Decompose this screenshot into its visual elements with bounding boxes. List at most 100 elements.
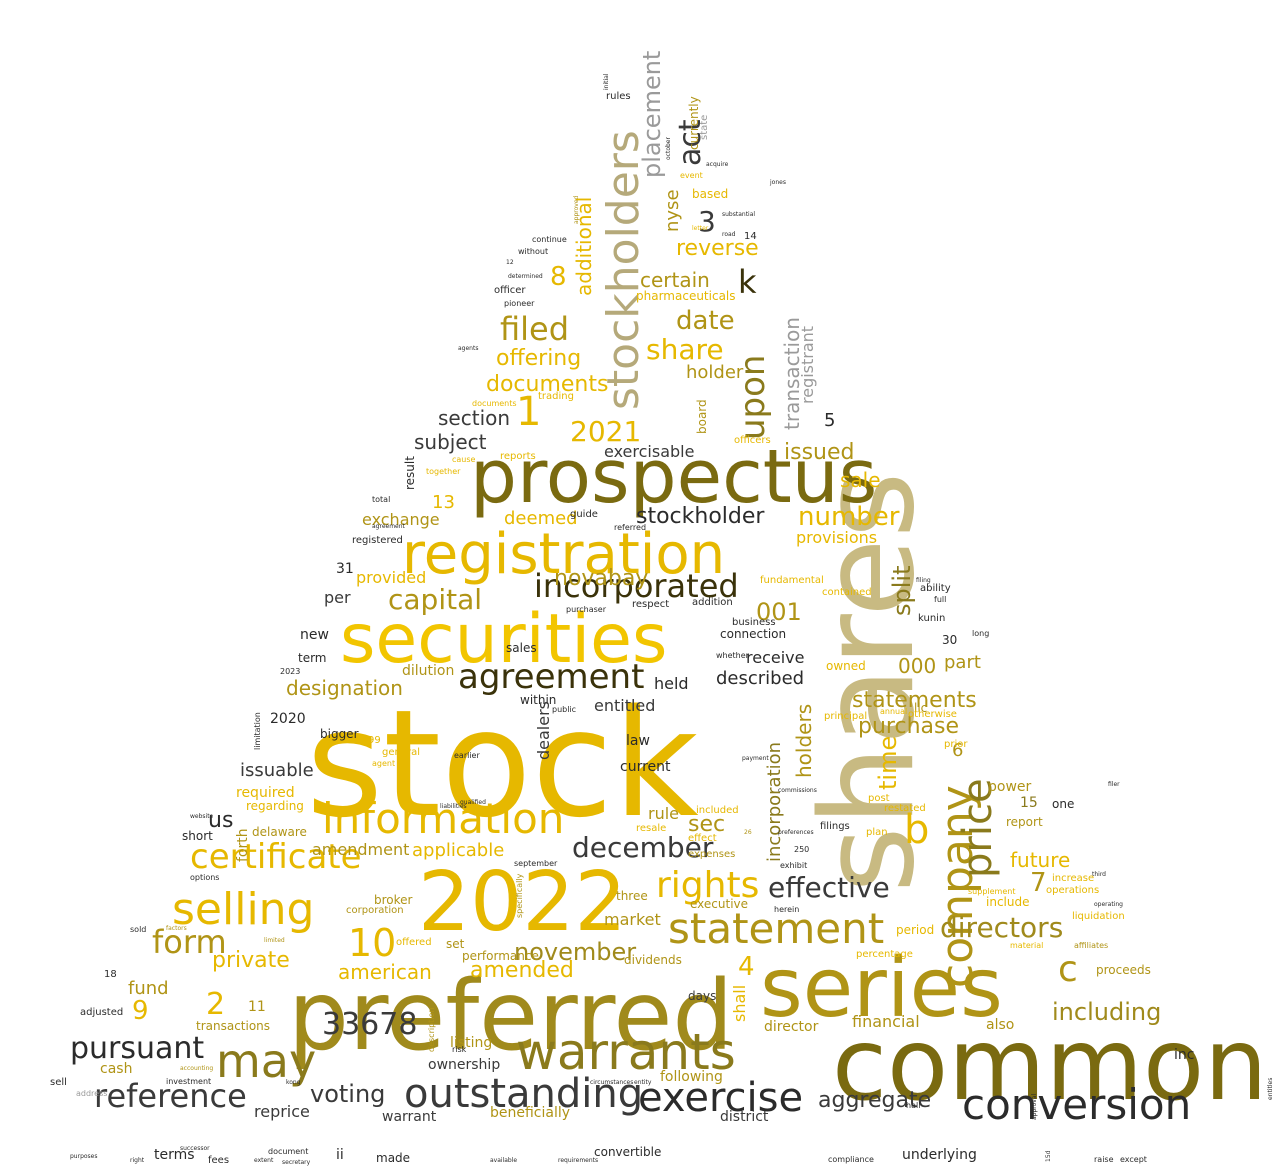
word: public xyxy=(552,705,577,714)
word: llc xyxy=(914,701,928,715)
word: shall xyxy=(730,984,749,1022)
word: split xyxy=(888,565,916,616)
word: investment xyxy=(166,1077,212,1086)
word: 9 xyxy=(132,996,149,1026)
word: ii xyxy=(336,1147,344,1163)
word: guide xyxy=(570,509,598,520)
word: conversion xyxy=(962,1080,1192,1129)
word: including xyxy=(1052,998,1162,1026)
word: following xyxy=(660,1069,723,1085)
word: material xyxy=(1010,941,1044,950)
word: road xyxy=(722,231,736,238)
word: purposes xyxy=(70,1153,98,1160)
word: warrant xyxy=(382,1109,437,1125)
word: time xyxy=(874,735,902,790)
word: kunin xyxy=(918,613,946,624)
word: approved xyxy=(573,195,580,224)
word: determined xyxy=(508,273,543,280)
word: factors xyxy=(166,925,187,932)
word: sec xyxy=(688,812,726,837)
word: law xyxy=(626,733,650,749)
word: 5 xyxy=(824,410,836,431)
word: filer xyxy=(1108,781,1120,788)
word: substantial xyxy=(722,211,756,218)
word: reverse xyxy=(676,236,759,261)
word: also xyxy=(986,1017,1015,1033)
word: performance xyxy=(462,949,539,963)
word: description xyxy=(427,1007,436,1052)
word: 13 xyxy=(432,492,455,513)
word: rule xyxy=(648,804,680,823)
word: outstanding xyxy=(404,1071,644,1117)
word: ability xyxy=(920,583,951,594)
word: circumstances xyxy=(590,1079,634,1086)
word: entitled xyxy=(594,696,656,715)
word: 2 xyxy=(206,987,226,1022)
word: operating xyxy=(1094,901,1123,908)
word: novabay xyxy=(554,566,649,591)
word: entity xyxy=(634,1079,652,1086)
word: without xyxy=(518,247,549,256)
word: agreement xyxy=(372,523,405,530)
word: american xyxy=(338,960,432,984)
word: exercise xyxy=(638,1075,804,1121)
word: contained xyxy=(822,587,872,598)
word: proceeds xyxy=(1096,963,1151,977)
word: owned xyxy=(826,659,866,673)
word: private xyxy=(212,948,290,973)
word: 1 xyxy=(516,389,542,435)
word: accounting xyxy=(180,1065,214,1072)
word: agent xyxy=(372,759,396,768)
word: board xyxy=(695,399,709,434)
word: c xyxy=(1058,949,1078,990)
word: provisions xyxy=(796,528,878,547)
word: approval xyxy=(1031,1093,1038,1120)
word: operations xyxy=(1046,885,1100,896)
word: november xyxy=(514,938,637,966)
word: stock xyxy=(306,678,699,850)
word: holders xyxy=(792,703,816,778)
word: rights xyxy=(656,865,760,906)
word: liquidation xyxy=(1072,911,1125,922)
word: terms xyxy=(154,1147,195,1163)
word: directors xyxy=(940,911,1064,944)
word: placement xyxy=(638,50,666,178)
word: purchase xyxy=(858,714,959,739)
word: limitation xyxy=(253,712,262,750)
word: per xyxy=(324,588,351,607)
word: share xyxy=(646,333,724,366)
word: addition xyxy=(692,597,733,608)
word: fundamental xyxy=(760,575,824,586)
word: listing xyxy=(450,1035,493,1051)
word: dealers xyxy=(534,700,553,760)
word: 000 xyxy=(898,654,937,678)
word: state xyxy=(699,114,710,140)
word: sold xyxy=(130,925,147,934)
word: date xyxy=(676,306,735,336)
word: 3 xyxy=(698,205,716,238)
word: effect xyxy=(688,833,717,844)
word: herein xyxy=(774,905,800,914)
word: 8 xyxy=(550,262,567,292)
word: 250 xyxy=(794,845,810,854)
word: website xyxy=(190,813,214,820)
word: statements xyxy=(852,688,977,713)
word: series xyxy=(760,941,1003,1036)
word: include xyxy=(986,895,1030,909)
word: result xyxy=(403,456,417,490)
word: power xyxy=(988,779,1032,795)
word: 33678 xyxy=(322,1007,418,1042)
word: 15d xyxy=(1045,1150,1052,1162)
word: preferences xyxy=(778,829,814,836)
word: 7 xyxy=(1030,868,1047,898)
word: us xyxy=(208,808,234,833)
word: included xyxy=(696,805,739,816)
word: initial xyxy=(603,73,610,91)
word: term xyxy=(298,651,327,665)
word: reference xyxy=(94,1077,247,1115)
word: required xyxy=(236,785,295,801)
word: reprice xyxy=(254,1102,310,1121)
word: pursuant xyxy=(70,1031,205,1066)
word: forth xyxy=(235,828,251,862)
